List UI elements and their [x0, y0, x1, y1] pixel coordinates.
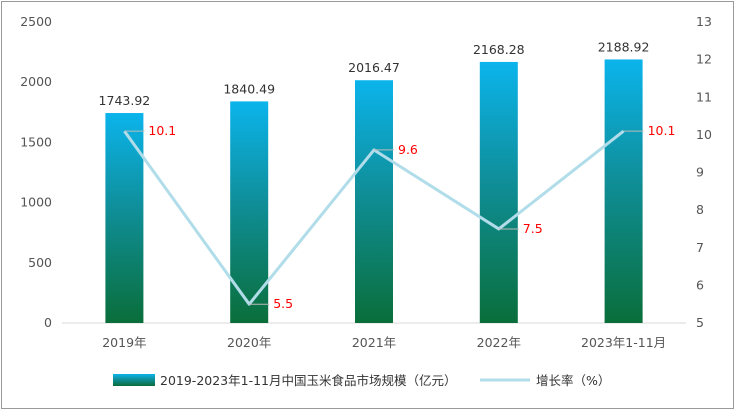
- left-tick-label: 1500: [20, 134, 52, 149]
- category-label: 2019年: [102, 335, 146, 350]
- category-label: 2020年: [227, 335, 271, 350]
- rate-value-label: 10.1: [648, 123, 676, 138]
- right-tick-label: 9: [696, 165, 704, 180]
- bar-value-label: 1743.92: [99, 93, 151, 108]
- category-label: 2022年: [477, 335, 521, 350]
- legend: 2019-2023年1-11月中国玉米食品市场规模（亿元） 增长率（%）: [113, 373, 610, 388]
- left-axis-ticks: 0 500 1000 1500 2000 2500: [20, 14, 52, 330]
- bar-value-label: 2188.92: [598, 39, 650, 54]
- bar-value-label: 1840.49: [223, 81, 275, 96]
- left-tick-label: 2500: [20, 14, 52, 29]
- bar: [479, 61, 518, 323]
- right-tick-label: 13: [696, 14, 712, 29]
- right-tick-label: 5: [696, 315, 704, 330]
- right-tick-label: 6: [696, 277, 704, 292]
- bar-value-label: 2168.28: [473, 42, 525, 57]
- bar-value-label: 2016.47: [348, 60, 400, 75]
- category-labels: 2019年 2020年 2021年 2022年 2023年1-11月: [102, 335, 666, 350]
- right-axis-ticks: 5 6 7 8 9 10 11 12 13: [696, 14, 712, 330]
- bar: [355, 80, 393, 323]
- legend-bar-label: 2019-2023年1-11月中国玉米食品市场规模（亿元）: [160, 373, 457, 388]
- rate-value-label: 7.5: [523, 221, 543, 236]
- bar: [604, 59, 643, 323]
- left-tick-label: 0: [44, 315, 52, 330]
- left-tick-label: 500: [28, 255, 52, 270]
- rate-line-series: 10.1 5.5 9.6 7.5 10.1: [123, 123, 676, 311]
- right-tick-label: 10: [696, 127, 712, 142]
- right-tick-label: 8: [696, 202, 704, 217]
- right-tick-label: 7: [696, 240, 704, 255]
- right-tick-label: 12: [696, 52, 712, 67]
- legend-line-label: 增长率（%）: [536, 373, 610, 388]
- left-tick-label: 2000: [20, 74, 52, 89]
- bar-value-labels: 1743.92 1840.49 2016.47 2168.28 2188.92: [99, 39, 650, 108]
- rate-value-label: 9.6: [398, 142, 418, 157]
- rate-value-label: 10.1: [148, 123, 176, 138]
- bar: [105, 113, 144, 323]
- category-label: 2023年1-11月: [581, 335, 666, 350]
- legend-bar-swatch: [113, 374, 155, 386]
- category-label: 2021年: [352, 335, 396, 350]
- left-tick-label: 1000: [20, 195, 52, 210]
- right-tick-label: 11: [696, 89, 712, 104]
- rate-value-label: 5.5: [273, 296, 293, 311]
- bar-series: [105, 59, 643, 324]
